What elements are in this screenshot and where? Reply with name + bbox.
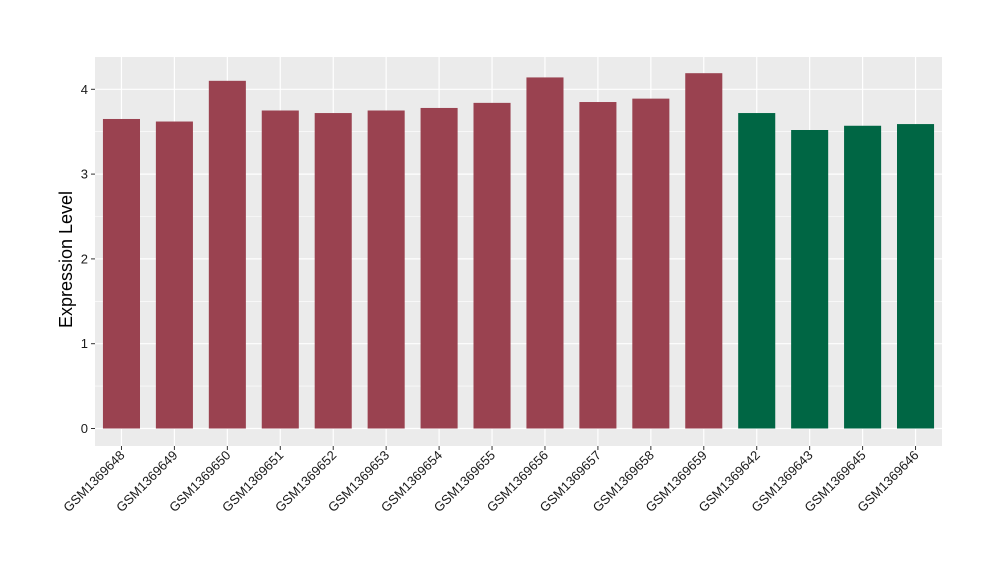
bar-GSM1369659 <box>685 73 723 429</box>
bars <box>102 73 935 429</box>
bar-GSM1369652 <box>314 113 352 429</box>
bar-GSM1369650 <box>208 80 246 429</box>
bar-GSM1369656 <box>526 77 564 429</box>
bar-GSM1369653 <box>367 110 405 429</box>
x-axis: GSM1369648GSM1369649GSM1369650GSM1369651… <box>60 446 922 515</box>
y-tick-label: 2 <box>81 251 88 266</box>
y-axis-title: Expression Level <box>56 191 76 328</box>
y-axis: 0 1 2 3 4 <box>81 82 95 436</box>
bar-GSM1369649 <box>155 121 193 429</box>
bar-GSM1369645 <box>844 125 882 429</box>
y-tick-label: 1 <box>81 336 88 351</box>
bar-GSM1369654 <box>420 107 458 429</box>
y-tick-label: 4 <box>81 82 88 97</box>
bar-GSM1369648 <box>102 118 140 429</box>
bar-GSM1369657 <box>579 102 617 429</box>
bar-GSM1369642 <box>738 113 776 429</box>
y-tick-label: 3 <box>81 167 88 182</box>
bar-GSM1369658 <box>632 98 670 429</box>
bar-GSM1369651 <box>261 110 299 429</box>
bar-GSM1369643 <box>791 130 829 429</box>
bar-GSM1369655 <box>473 102 511 429</box>
y-tick-label: 0 <box>81 421 88 436</box>
bar-GSM1369646 <box>897 124 935 429</box>
